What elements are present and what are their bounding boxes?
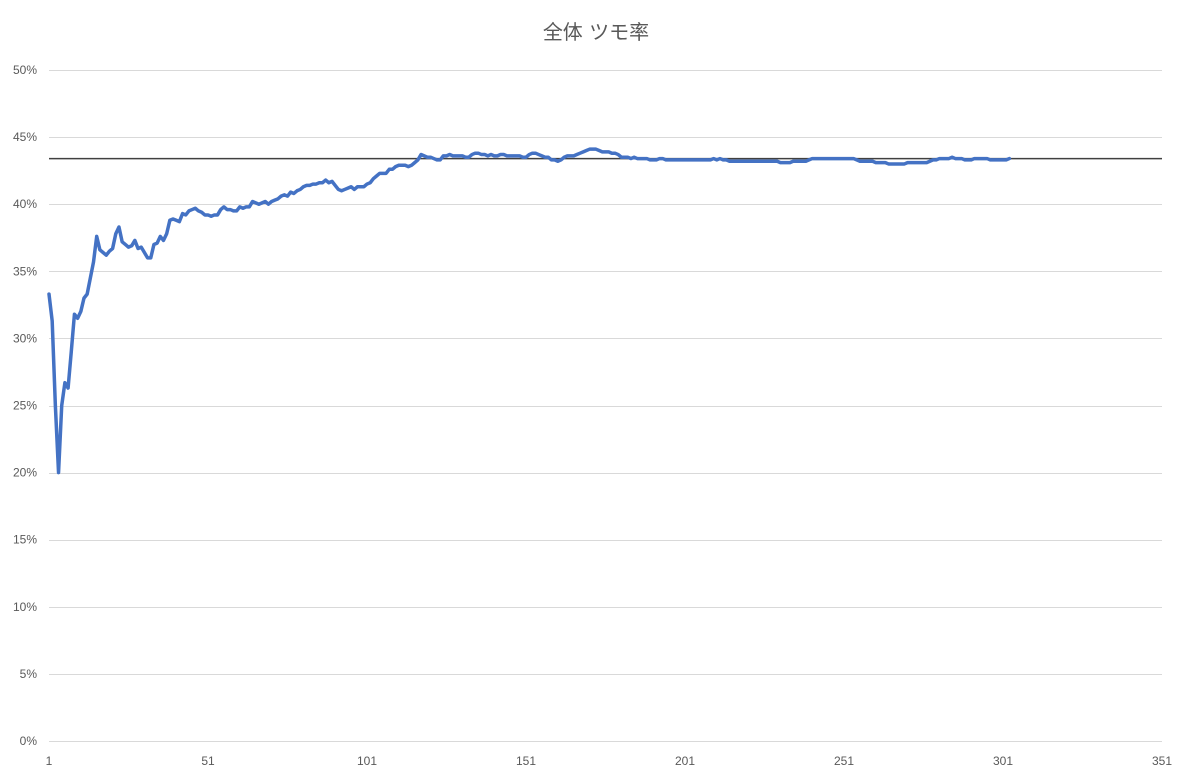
- y-tick-label: 30%: [13, 331, 37, 345]
- y-tick-label: 45%: [13, 130, 37, 144]
- series-layer: [47, 147, 1012, 475]
- x-tick-label: 1: [46, 754, 53, 768]
- y-tick-label: 35%: [13, 264, 37, 278]
- x-tick-label: 351: [1152, 754, 1172, 768]
- x-tick-label: 201: [675, 754, 695, 768]
- y-tick-label: 40%: [13, 197, 37, 211]
- y-tick-label: 10%: [13, 600, 37, 614]
- series-line: [47, 147, 1012, 475]
- y-tick-label: 15%: [13, 533, 37, 547]
- x-axis-tick-labels: 1 51 101 151 201 251 301 351: [46, 754, 1173, 768]
- chart-title: 全体 ツモ率: [542, 20, 650, 44]
- y-tick-label: 0%: [20, 734, 38, 748]
- y-tick-label: 5%: [20, 667, 38, 681]
- y-tick-label: 20%: [13, 466, 37, 480]
- gridlines: [49, 70, 1162, 742]
- y-tick-label: 50%: [13, 63, 37, 77]
- x-tick-label: 301: [993, 754, 1013, 768]
- x-tick-label: 251: [834, 754, 854, 768]
- y-tick-label: 25%: [13, 399, 37, 413]
- x-tick-label: 51: [201, 754, 215, 768]
- y-axis-tick-labels: 0% 5% 10% 15% 20% 25% 30% 35% 40% 45% 50%: [13, 63, 37, 748]
- x-tick-label: 101: [357, 754, 377, 768]
- x-tick-label: 151: [516, 754, 536, 768]
